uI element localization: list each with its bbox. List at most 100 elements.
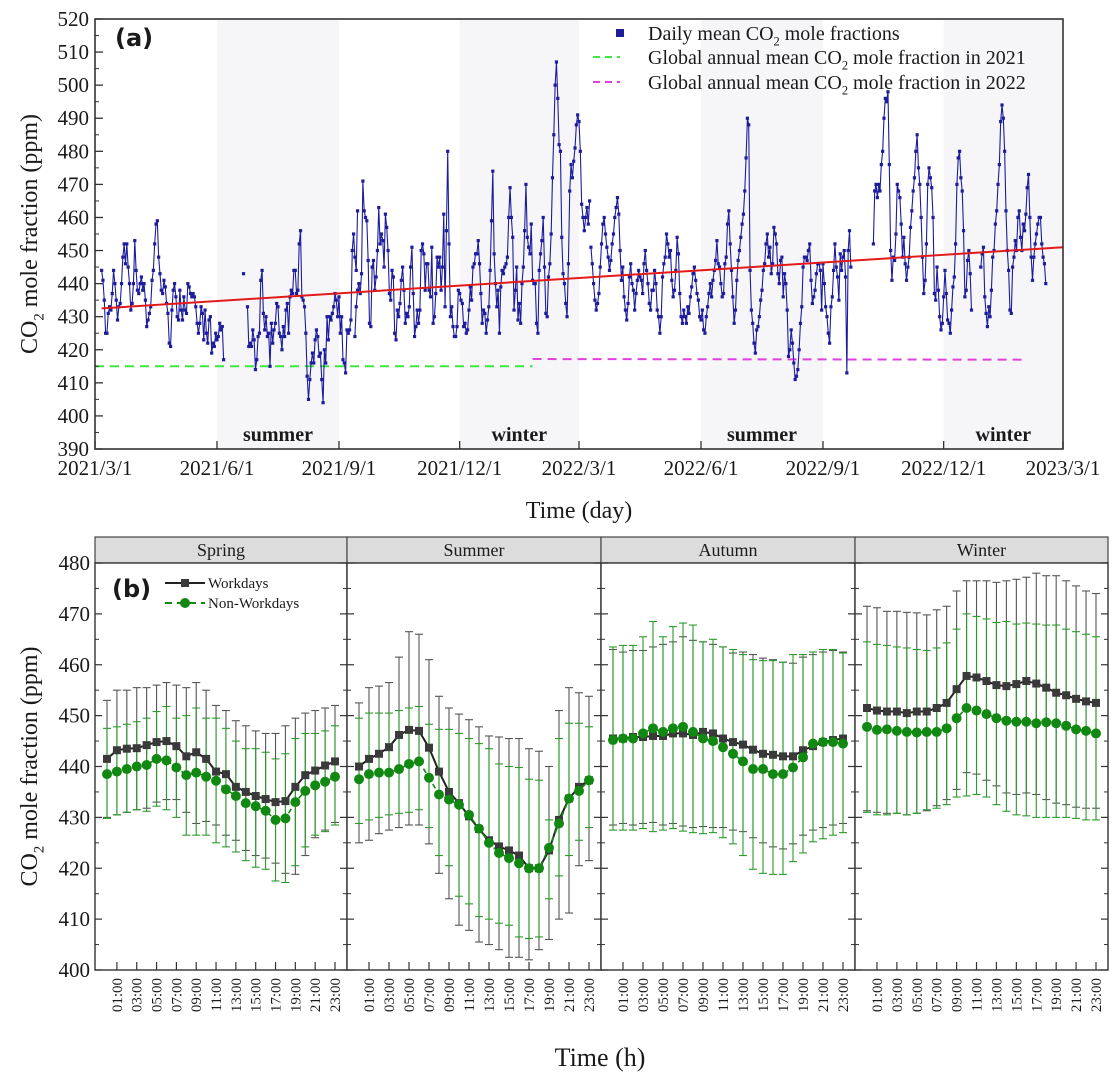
daily-mean-point: [106, 311, 110, 315]
daily-mean-point: [765, 232, 769, 236]
daily-mean-point: [186, 282, 190, 286]
workdays-point: [251, 792, 260, 801]
x-tick-label: 2022/9/1: [786, 456, 861, 480]
daily-mean-point: [381, 239, 385, 243]
daily-mean-point: [564, 301, 568, 306]
daily-mean-point: [610, 242, 614, 246]
x-tick-label: 07:00: [930, 978, 946, 1012]
daily-mean-point: [663, 255, 667, 259]
daily-mean-point: [598, 265, 602, 269]
daily-mean-point: [898, 196, 902, 200]
non-workdays-point: [474, 823, 484, 834]
x-tick-label: 01:00: [362, 978, 378, 1012]
non-workdays-point: [901, 726, 912, 737]
daily-mean-point: [721, 291, 726, 296]
daily-mean-point: [208, 315, 212, 319]
workdays-point: [799, 746, 807, 755]
daily-mean-point: [577, 119, 581, 124]
daily-mean-point: [345, 328, 349, 332]
workdays-point: [385, 743, 393, 752]
daily-mean-point: [190, 295, 194, 299]
x-tick-label: 17:00: [522, 978, 538, 1012]
daily-mean-point: [725, 222, 730, 226]
non-workdays-point: [211, 775, 222, 786]
daily-mean-point: [260, 268, 264, 272]
daily-mean-point: [289, 288, 293, 292]
daily-mean-point: [241, 272, 246, 276]
daily-mean-point: [723, 262, 727, 266]
daily-mean-point: [642, 262, 646, 266]
daily-mean-point: [798, 321, 803, 325]
daily-mean-point: [651, 288, 655, 292]
season-band-label: summer: [727, 424, 797, 446]
daily-mean-point: [745, 116, 750, 120]
daily-mean-point: [546, 275, 551, 279]
daily-mean-point: [785, 308, 789, 312]
workdays-point: [202, 754, 211, 763]
non-workdays-point: [220, 784, 231, 795]
daily-mean-point: [810, 301, 814, 306]
daily-mean-point: [283, 334, 287, 339]
workdays-point: [122, 744, 131, 753]
daily-mean-point: [569, 162, 573, 167]
daily-mean-point: [525, 235, 529, 239]
daily-mean-point: [179, 308, 183, 312]
daily-mean-point: [662, 262, 666, 266]
daily-mean-point: [145, 325, 149, 329]
non-workdays-point: [310, 780, 321, 791]
workdays-point: [355, 762, 363, 771]
non-workdays-point: [171, 762, 182, 773]
daily-mean-point: [946, 318, 950, 322]
workdays-point: [311, 766, 320, 775]
daily-mean-point: [403, 321, 407, 325]
daily-mean-point: [961, 229, 966, 233]
daily-mean-point: [287, 331, 291, 335]
non-workdays-point: [300, 785, 311, 796]
daily-mean-point: [363, 215, 368, 220]
x-tick-label: 21:00: [1069, 978, 1085, 1012]
daily-mean-point: [760, 288, 764, 292]
daily-mean-point: [574, 123, 578, 127]
daily-mean-point: [157, 255, 161, 259]
daily-mean-point: [118, 301, 122, 306]
daily-mean-point: [672, 288, 677, 292]
daily-mean-point: [328, 315, 332, 319]
daily-mean-point: [304, 331, 308, 335]
daily-mean-point: [484, 331, 488, 335]
non-workdays-point: [768, 769, 778, 780]
x-tick-label: 2021/9/1: [302, 456, 377, 480]
workdays-point: [505, 846, 513, 855]
daily-mean-point: [354, 305, 358, 309]
daily-mean-point: [302, 305, 307, 309]
workdays-point: [321, 761, 330, 770]
daily-mean-point: [477, 262, 482, 266]
non-workdays-point: [240, 798, 251, 809]
y-tick-label: 440: [58, 272, 90, 296]
daily-mean-point: [202, 338, 206, 342]
daily-mean-point: [296, 288, 300, 292]
daily-mean-point: [831, 268, 836, 272]
daily-mean-point: [511, 235, 515, 239]
daily-mean-point: [366, 258, 370, 263]
daily-mean-point: [955, 182, 959, 186]
daily-mean-point: [151, 268, 155, 272]
x-tick-label: 2021/6/1: [180, 456, 255, 480]
x-tick-label: 03:00: [130, 978, 146, 1012]
daily-mean-point: [509, 215, 513, 220]
daily-mean-point: [153, 242, 157, 246]
daily-mean-point: [794, 374, 799, 378]
daily-mean-point: [589, 245, 593, 249]
daily-mean-point: [479, 291, 483, 296]
daily-mean-point: [885, 100, 889, 104]
daily-mean-point: [1001, 116, 1005, 120]
daily-mean-point: [330, 311, 334, 315]
daily-mean-point: [168, 344, 173, 349]
daily-mean-point: [467, 308, 471, 312]
facet-title: Winter: [957, 540, 1006, 560]
daily-mean-point: [1011, 265, 1015, 269]
daily-mean-point: [332, 305, 336, 309]
daily-mean-point: [717, 265, 722, 269]
non-workdays-point: [1011, 716, 1022, 727]
x-tick-label: 2022/3/1: [542, 456, 617, 480]
daily-mean-point: [451, 325, 455, 329]
